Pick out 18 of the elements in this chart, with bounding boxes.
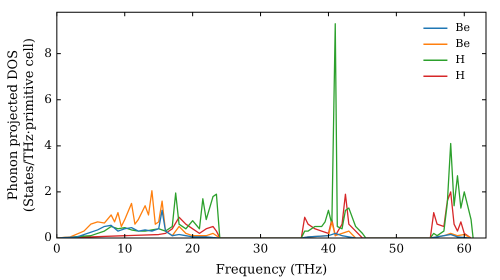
- y-tick-label: 8: [44, 46, 52, 60]
- y-tick-label: 0: [44, 230, 52, 244]
- x-tick-label: 50: [388, 241, 404, 256]
- x-tick-label: 20: [185, 241, 200, 256]
- legend-label: Be: [455, 21, 470, 34]
- legend-label: H: [455, 69, 465, 82]
- x-tick-label: 10: [117, 241, 132, 256]
- x-tick-label: 60: [456, 241, 472, 256]
- x-axis-title: Frequency (THz): [216, 262, 328, 278]
- y-tick-label: 2: [44, 184, 52, 198]
- legend-label: Be: [455, 37, 470, 50]
- x-tick-label: 40: [320, 241, 336, 256]
- y-tick-label: 6: [44, 92, 52, 106]
- y-axis-title: Phonon projected DOS (States/THz·primitive cell): [6, 38, 37, 212]
- x-tick-label: 30: [252, 241, 268, 256]
- y-tick-label: 4: [44, 138, 52, 152]
- x-tick-label: 0: [53, 241, 61, 256]
- legend-label: H: [455, 53, 465, 66]
